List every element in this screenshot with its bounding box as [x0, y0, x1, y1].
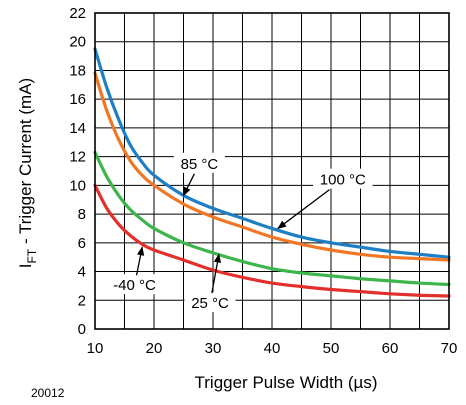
annotation-arrow — [135, 246, 145, 276]
annotation-box — [104, 274, 165, 295]
y-tick-label: 0 — [78, 321, 86, 338]
annotation-label: -40 °C — [113, 277, 156, 294]
series-lines — [93, 47, 451, 298]
series-line-4 — [93, 183, 451, 298]
series-line-2 — [93, 71, 451, 262]
annotations: 85 °C 100 °C -40 °C 25 °C — [104, 152, 373, 313]
y-tick-label: 22 — [69, 5, 86, 22]
y-tick-label: 16 — [69, 91, 86, 108]
y-tick-label: 8 — [78, 206, 86, 223]
y-tick-label: 14 — [69, 120, 86, 137]
x-tick-label: 60 — [382, 340, 399, 357]
y-tick-label: 18 — [69, 62, 86, 79]
y-tick-label: 2 — [78, 292, 86, 309]
x-tick-label: 10 — [87, 340, 104, 357]
y-tick-label: 12 — [69, 149, 86, 166]
y-tick-label: 20 — [69, 34, 86, 51]
x-tick-label: 40 — [264, 340, 281, 357]
annotation-box — [173, 152, 225, 173]
annotation-label: 85 °C — [181, 156, 219, 173]
x-axis-label: Trigger Pulse Width (µs) — [195, 373, 378, 392]
y-tick-label: 10 — [69, 177, 86, 194]
figure-id: 20012 — [31, 386, 65, 400]
annotation-label: 25 °C — [191, 295, 229, 312]
annotation-arrow — [277, 189, 330, 230]
series-line-1 — [93, 47, 451, 259]
y-tick-label: 4 — [78, 264, 86, 281]
annotation-label: 100 °C — [320, 172, 366, 189]
annotation-arrow — [182, 173, 195, 197]
annotation-box — [184, 292, 236, 313]
x-tick-label: 50 — [323, 340, 340, 357]
y-axis-label: IFT - Trigger Current (mA) — [16, 78, 39, 268]
series-line-3 — [93, 150, 451, 287]
x-tick-label: 30 — [205, 340, 222, 357]
plot-frame — [94, 12, 450, 330]
y-tick-label: 6 — [78, 235, 86, 252]
x-tick-label: 70 — [441, 340, 458, 357]
tick-labels: 10 20 30 40 50 60 70 0 2 4 6 8 10 12 14 16 18 20 22 — [69, 5, 457, 357]
annotation-arrow — [211, 253, 222, 294]
x-tick-label: 20 — [146, 340, 163, 357]
annotation-box — [313, 168, 373, 189]
